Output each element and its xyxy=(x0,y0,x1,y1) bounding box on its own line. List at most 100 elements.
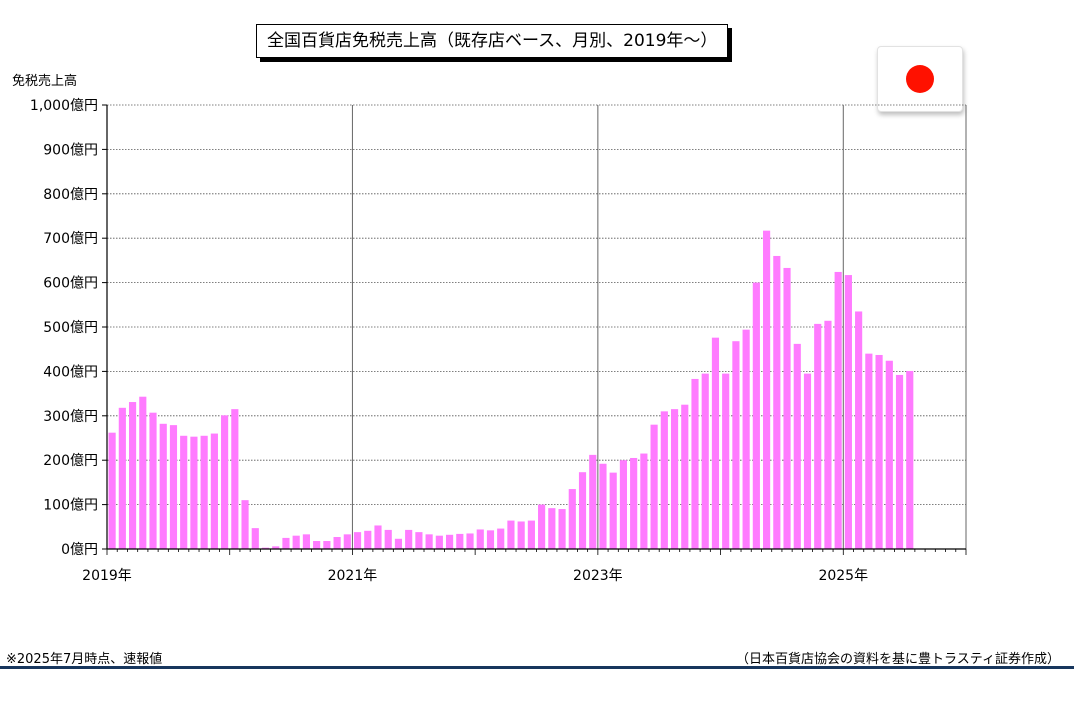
bar xyxy=(272,546,280,549)
bar xyxy=(538,504,546,549)
bar xyxy=(875,354,883,549)
bar xyxy=(302,534,310,549)
bar xyxy=(773,255,781,549)
bar xyxy=(844,275,852,549)
bar xyxy=(742,329,750,549)
bar xyxy=(783,267,791,549)
bar xyxy=(476,529,484,549)
footnote: ※2025年7月時点、速報値 xyxy=(6,652,163,667)
bar xyxy=(578,472,587,549)
bar xyxy=(374,525,382,549)
bar xyxy=(394,538,403,549)
bar xyxy=(793,343,801,549)
bar xyxy=(128,402,137,549)
bar xyxy=(517,521,525,549)
chart-title: 全国百貨店免税売上高（既存店ベース、月別、2019年～） xyxy=(256,24,729,58)
bar xyxy=(445,534,454,549)
bar xyxy=(343,534,351,549)
bar xyxy=(497,528,505,549)
bar xyxy=(486,530,495,549)
bar xyxy=(691,378,699,549)
y-tick-label: 1,000億円 xyxy=(30,98,98,114)
bar xyxy=(558,509,566,549)
x-tick-label: 2023年 xyxy=(573,568,623,584)
bar xyxy=(732,341,740,549)
bar xyxy=(527,520,535,549)
bar xyxy=(353,532,362,549)
bar xyxy=(609,472,617,549)
bar xyxy=(855,311,863,549)
bar xyxy=(456,533,464,549)
bar xyxy=(670,409,679,549)
bar xyxy=(640,453,648,549)
bar xyxy=(824,320,832,549)
bar xyxy=(568,489,576,549)
bar xyxy=(364,530,372,549)
bar xyxy=(200,435,208,549)
bar xyxy=(548,508,556,549)
y-tick-label: 600億円 xyxy=(43,276,98,292)
bar xyxy=(885,360,893,549)
bar xyxy=(650,424,658,549)
bar xyxy=(231,409,239,549)
bar xyxy=(619,460,628,549)
bar xyxy=(722,373,730,549)
bar xyxy=(834,271,842,549)
source-note: （日本百貨店協会の資料を基に豊トラスティ証券作成） xyxy=(736,652,1060,667)
bar xyxy=(803,373,812,549)
bar xyxy=(139,396,147,549)
bar xyxy=(251,528,259,549)
bar xyxy=(149,412,157,549)
y-tick-label: 800億円 xyxy=(43,187,98,203)
bar xyxy=(711,337,720,549)
bar xyxy=(814,323,822,549)
footer-rule xyxy=(0,666,1074,669)
y-tick-label: 700億円 xyxy=(43,231,98,247)
bar xyxy=(221,415,229,549)
y-tick-label: 300億円 xyxy=(43,409,98,425)
bar xyxy=(425,534,433,549)
bar xyxy=(323,541,331,549)
bar xyxy=(701,373,709,549)
bar xyxy=(415,532,423,549)
bar xyxy=(435,535,443,549)
bar xyxy=(180,435,188,549)
y-tick-label: 100億円 xyxy=(43,498,98,514)
bar xyxy=(865,353,873,549)
bar xyxy=(210,433,218,549)
bar xyxy=(630,457,638,549)
y-tick-label: 500億円 xyxy=(43,320,98,336)
bar xyxy=(660,411,668,549)
bar xyxy=(169,425,178,549)
bar xyxy=(118,407,126,549)
bar xyxy=(507,520,515,549)
bar xyxy=(466,533,474,549)
bar xyxy=(752,282,760,549)
bar xyxy=(895,374,904,549)
bar xyxy=(292,535,300,549)
bar xyxy=(384,529,392,549)
y-axis-label: 免税売上高 xyxy=(12,74,78,89)
x-tick-label: 2025年 xyxy=(818,568,868,584)
bar xyxy=(159,423,167,549)
bar xyxy=(190,436,198,549)
bar-chart: 0億円 100億円 200億円 300億円 400億円 500億円 600億円 700億円 80… xyxy=(30,98,967,584)
bar xyxy=(599,463,607,549)
bar xyxy=(405,529,413,549)
japan-flag-icon xyxy=(877,46,963,112)
y-tick-label: 900億円 xyxy=(43,142,98,158)
bar xyxy=(763,230,771,550)
bar xyxy=(589,454,597,549)
bar xyxy=(333,537,341,549)
bar xyxy=(108,432,116,549)
bar xyxy=(313,541,321,549)
x-tick-label: 2021年 xyxy=(328,568,378,584)
flag-sun xyxy=(906,65,934,93)
y-tick-label: 400億円 xyxy=(43,364,98,380)
y-tick-label: 200億円 xyxy=(43,453,98,469)
bar xyxy=(241,500,249,549)
bar xyxy=(282,537,290,549)
bar xyxy=(261,547,270,549)
x-tick-label: 2019年 xyxy=(82,568,132,584)
y-tick-label: 0億円 xyxy=(61,542,98,558)
